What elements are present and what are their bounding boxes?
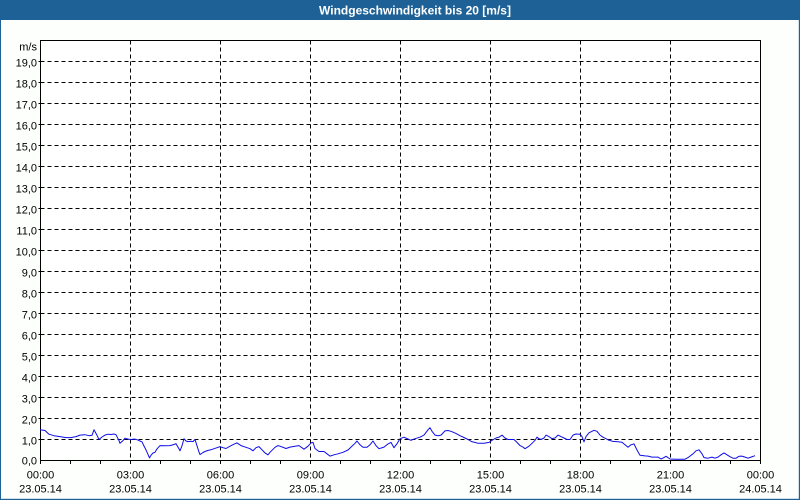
svg-text:12,0: 12,0 (16, 205, 37, 217)
svg-text:21:00: 21:00 (657, 470, 685, 482)
svg-text:7,0: 7,0 (22, 310, 37, 322)
svg-text:15:00: 15:00 (477, 470, 505, 482)
svg-text:6,0: 6,0 (22, 331, 37, 343)
svg-text:18:00: 18:00 (567, 470, 595, 482)
svg-text:23.05.14: 23.05.14 (649, 484, 692, 496)
svg-text:1,0: 1,0 (22, 436, 37, 448)
svg-text:Windgeschwindigkeit bis 20 [m/: Windgeschwindigkeit bis 20 [m/s] (319, 4, 511, 18)
svg-text:12:00: 12:00 (387, 470, 415, 482)
svg-text:23.05.14: 23.05.14 (559, 484, 602, 496)
svg-text:5,0: 5,0 (22, 352, 37, 364)
svg-text:18,0: 18,0 (16, 79, 37, 91)
svg-text:10,0: 10,0 (16, 247, 37, 259)
svg-text:8,0: 8,0 (22, 289, 37, 301)
svg-text:23.05.14: 23.05.14 (469, 484, 512, 496)
svg-text:11,0: 11,0 (16, 226, 37, 238)
svg-text:23.05.14: 23.05.14 (199, 484, 242, 496)
svg-text:2,0: 2,0 (22, 415, 37, 427)
svg-text:00:00: 00:00 (27, 470, 55, 482)
svg-text:03:00: 03:00 (117, 470, 145, 482)
svg-text:4,0: 4,0 (22, 373, 37, 385)
svg-text:19,0: 19,0 (16, 58, 37, 70)
svg-text:06:00: 06:00 (207, 470, 235, 482)
svg-text:17,0: 17,0 (16, 100, 37, 112)
svg-text:09:00: 09:00 (297, 470, 325, 482)
svg-text:16,0: 16,0 (16, 121, 37, 133)
svg-text:00:00: 00:00 (747, 470, 775, 482)
svg-text:13,0: 13,0 (16, 184, 37, 196)
svg-text:m/s: m/s (19, 42, 37, 54)
svg-text:3,0: 3,0 (22, 394, 37, 406)
svg-text:23.05.14: 23.05.14 (379, 484, 422, 496)
svg-text:15,0: 15,0 (16, 142, 37, 154)
svg-text:0,0: 0,0 (22, 456, 37, 468)
svg-text:14,0: 14,0 (16, 163, 37, 175)
svg-text:23.05.14: 23.05.14 (109, 484, 152, 496)
svg-text:24.05.14: 24.05.14 (739, 484, 782, 496)
svg-text:23.05.14: 23.05.14 (19, 484, 62, 496)
svg-text:23.05.14: 23.05.14 (289, 484, 332, 496)
svg-text:9,0: 9,0 (22, 268, 37, 280)
